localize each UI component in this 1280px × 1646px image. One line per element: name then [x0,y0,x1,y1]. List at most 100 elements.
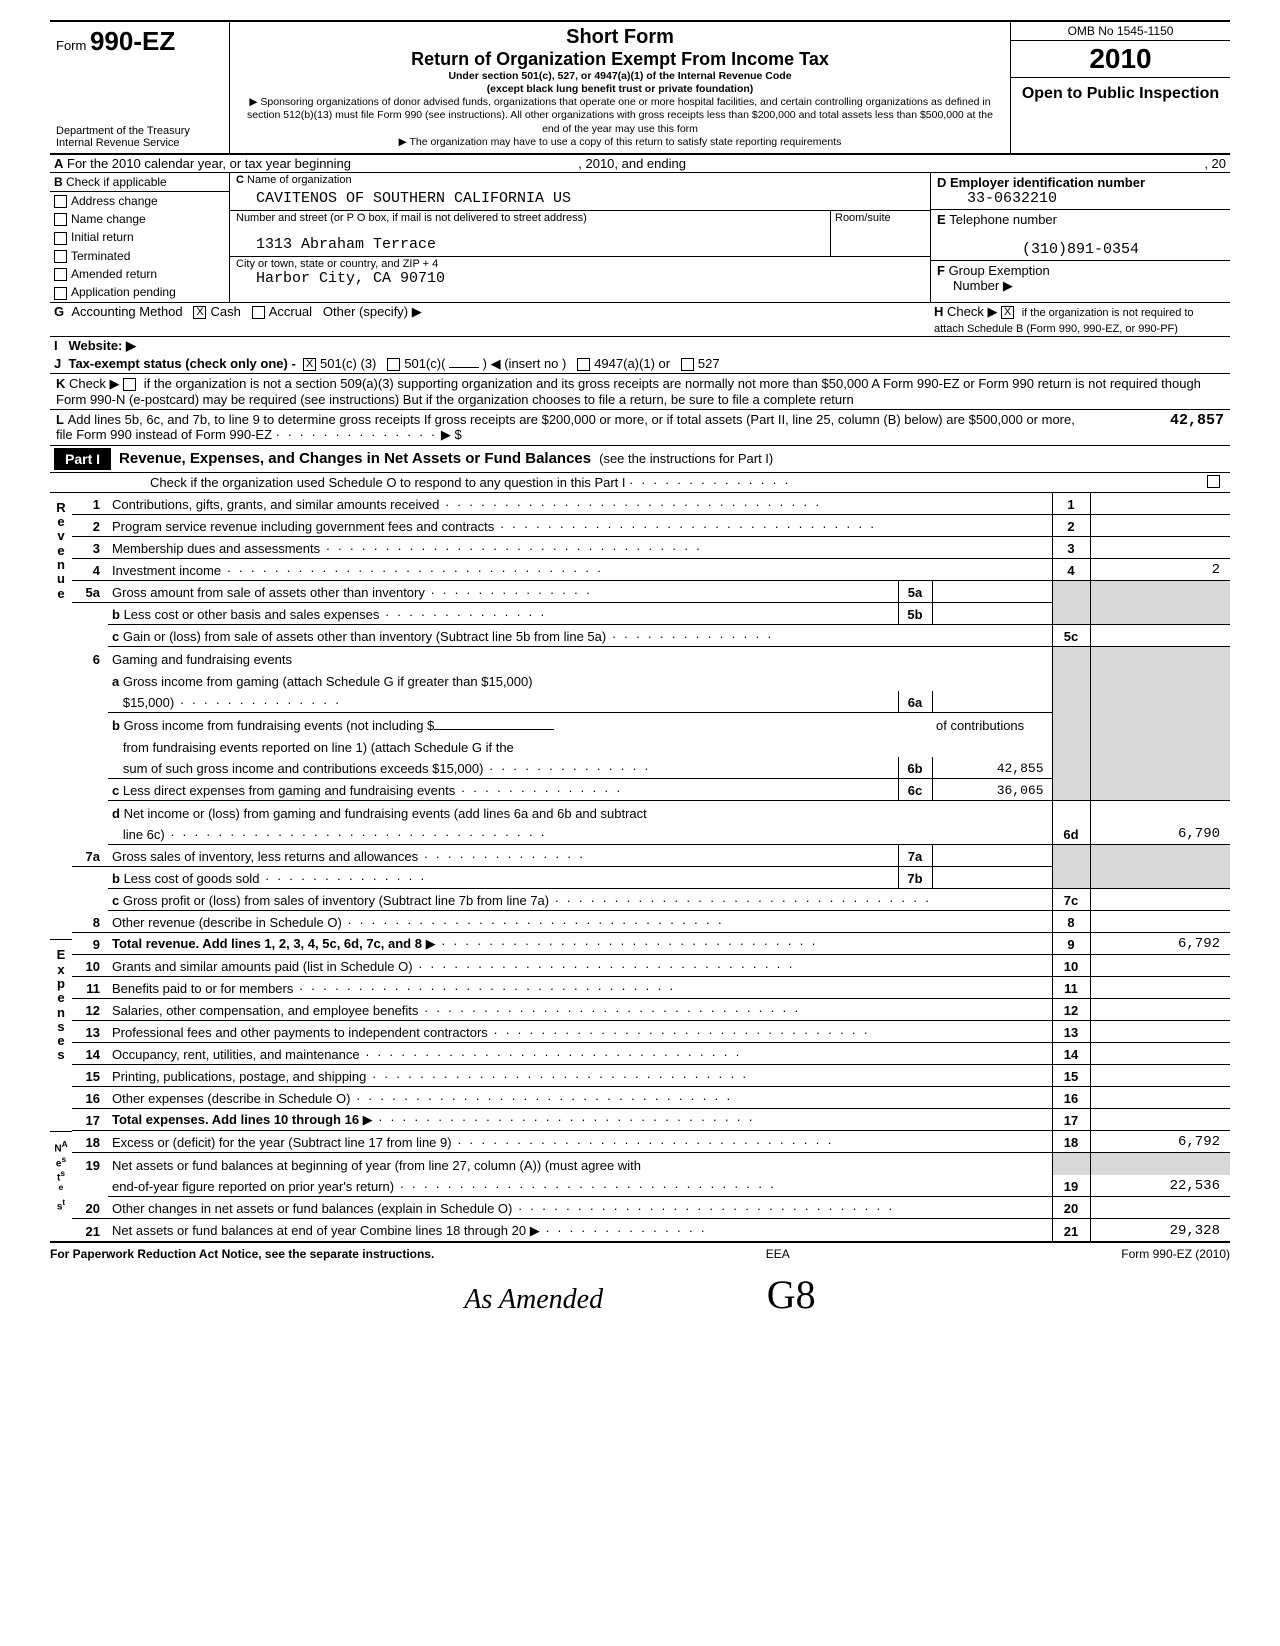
B-label: Check if applicable [66,175,167,189]
col-B: B Check if applicable Address change Nam… [50,173,230,302]
chk-initial-return[interactable] [54,232,67,245]
row-6b2: from fundraising events reported on line… [72,735,1230,757]
row-9: 9Total revenue. Add lines 1, 2, 3, 4, 5c… [72,933,1230,955]
line-J: J Tax-exempt status (check only one) - X… [50,355,1230,374]
chk-amended[interactable] [54,268,67,281]
l6b2-desc: from fundraising events reported on line… [123,740,514,755]
K-lbl: Check ▶ [69,376,119,391]
row-18: 18Excess or (deficit) for the year (Subt… [72,1131,1230,1153]
header-left: Form 990-EZ Department of the Treasury I… [50,22,230,153]
subtitle-3: Sponsoring organizations of donor advise… [238,96,1002,135]
part1-hint: (see the instructions for Part I) [599,451,773,466]
row-13: 13Professional fees and other payments t… [72,1021,1230,1043]
chk-cash[interactable]: X [193,306,206,319]
chk-terminated[interactable] [54,250,67,263]
hand-amended: As Amended [464,1284,603,1315]
org-name: CAVITENOS OF SOUTHERN CALIFORNIA US [236,186,924,209]
l21-val: 29,328 [1090,1219,1230,1241]
chk-527[interactable] [681,358,694,371]
D-lbl: Employer identification number [950,175,1145,190]
C-name-lbl: Name of organization [247,174,352,186]
part1-title: Revenue, Expenses, and Changes in Net As… [119,450,591,467]
row-4: 4Investment income42 [72,559,1230,581]
E-lbl: Telephone number [949,212,1057,227]
J-527: 527 [698,356,720,371]
chk-H[interactable]: X [1001,306,1014,319]
l4-val: 2 [1090,559,1230,581]
row-6c: c Less direct expenses from gaming and f… [72,779,1230,801]
line-K: K Check ▶ if the organization is not a s… [50,374,1230,410]
side-labels: Revenue Expenses NAestsest [50,493,72,1241]
col-DEF: D Employer identification number 33-0632… [930,173,1230,302]
org-city: Harbor City, CA 90710 [236,270,924,289]
G-cash: Cash [210,304,240,319]
A-text-l: For the 2010 calendar year, or tax year … [67,156,351,171]
subtitle-1: Under section 501(c), 527, or 4947(a)(1)… [238,70,1002,83]
row-7a: 7aGross sales of inventory, less returns… [72,845,1230,867]
l20-desc: Other changes in net assets or fund bala… [112,1201,512,1216]
row-16: 16Other expenses (describe in Schedule O… [72,1087,1230,1109]
page-footer: For Paperwork Reduction Act Notice, see … [50,1243,1230,1261]
row-6b3: sum of such gross income and contributio… [72,757,1230,779]
l21-desc: Net assets or fund balances at end of ye… [112,1223,526,1238]
chk-501c[interactable] [387,358,400,371]
paperwork-notice: For Paperwork Reduction Act Notice, see … [50,1247,434,1261]
l6b-pre: Gross income from fundraising events (no… [124,718,435,733]
row-20: 20Other changes in net assets or fund ba… [72,1197,1230,1219]
row-14: 14Occupancy, rent, utilities, and mainte… [72,1043,1230,1065]
opt-amended: Amended return [71,267,157,281]
department: Department of the Treasury Internal Reve… [56,125,223,149]
l18-val: 6,792 [1090,1131,1230,1153]
part1-check-row: Check if the organization used Schedule … [50,473,1230,493]
title-return: Return of Organization Exempt From Incom… [238,49,1002,70]
row-3: 3Membership dues and assessments3 [72,537,1230,559]
row-12: 12Salaries, other compensation, and empl… [72,999,1230,1021]
l9-desc: Total revenue. Add lines 1, 2, 3, 4, 5c,… [112,936,422,951]
row-6d1: d Net income or (loss) from gaming and f… [72,801,1230,823]
G-other: Other (specify) ▶ [323,304,422,319]
tax-year: 2010 [1011,41,1230,78]
K-txt: if the organization is not a section 509… [56,376,1201,407]
l10-desc: Grants and similar amounts paid (list in… [112,959,413,974]
l8-desc: Other revenue (describe in Schedule O) [112,915,342,930]
row-5b: b Less cost or other basis and sales exp… [72,603,1230,625]
chk-K[interactable] [123,378,136,391]
row-6: 6Gaming and fundraising events [72,647,1230,669]
section-BCDEF: B Check if applicable Address change Nam… [50,173,1230,303]
chk-name-change[interactable] [54,213,67,226]
header-right: OMB No 1545-1150 2010 Open to Public Ins… [1010,22,1230,153]
F-lbl2: Number ▶ [937,278,1224,294]
chk-accrual[interactable] [252,306,265,319]
l6c-val: 36,065 [932,779,1052,801]
opt-initial-return: Initial return [71,230,134,244]
l19-val: 22,536 [1090,1175,1230,1197]
row-11: 11Benefits paid to or for members11 [72,977,1230,999]
l6a-desc: Gross income from gaming (attach Schedul… [123,674,533,689]
footer-mid: EEA [766,1247,790,1261]
J-insert: ) ◀ (insert no ) [483,356,567,371]
chk-4947[interactable] [577,358,590,371]
l14-desc: Occupancy, rent, utilities, and maintena… [112,1047,360,1062]
chk-address-change[interactable] [54,195,67,208]
form-number: Form 990-EZ [56,26,223,57]
A-text-r: , 20 [1010,155,1230,172]
l3-desc: Membership dues and assessments [112,541,320,556]
I-lbl: Website: ▶ [68,338,136,353]
row-6a1: a Gross income from gaming (attach Sched… [72,669,1230,691]
l7c-desc: Gross profit or (loss) from sales of inv… [123,893,549,908]
opt-pending: Application pending [71,285,176,299]
chk-schedule-o[interactable] [1207,475,1220,488]
ein: 33-0632210 [937,190,1224,207]
opt-address-change: Address change [71,194,158,208]
L-txt: Add lines 5b, 6c, and 7b, to line 9 to d… [56,412,1075,442]
l6c-desc: Less direct expenses from gaming and fun… [123,783,455,798]
row-5c: c Gain or (loss) from sale of assets oth… [72,625,1230,647]
part1-header: Part I Revenue, Expenses, and Changes in… [50,446,1230,473]
chk-501c3[interactable]: X [303,358,316,371]
l11-desc: Benefits paid to or for members [112,981,293,996]
row-6a2: $15,000)6a [72,691,1230,713]
l2-desc: Program service revenue including govern… [112,519,494,534]
opt-terminated: Terminated [71,249,130,263]
l6b-post: of contributions [936,718,1024,733]
chk-pending[interactable] [54,287,67,300]
